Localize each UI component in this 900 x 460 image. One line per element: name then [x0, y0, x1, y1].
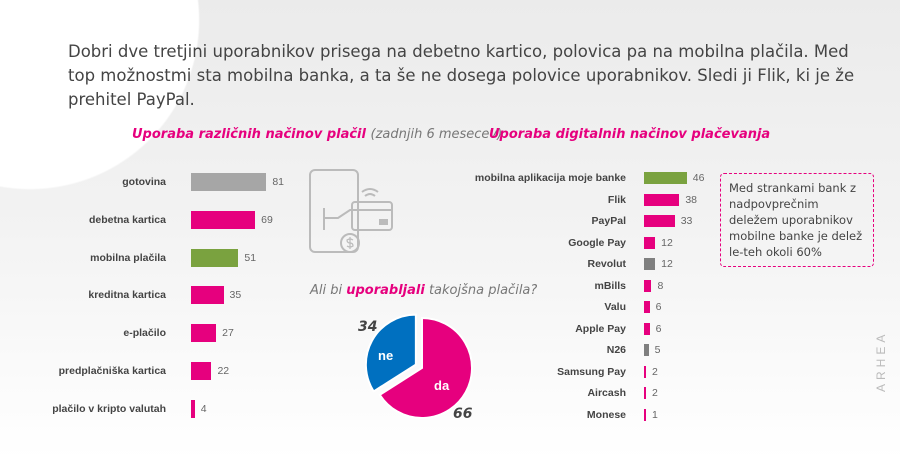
- category-label: e-plačilo: [123, 327, 166, 340]
- pie-chart: [364, 313, 473, 419]
- pie-slice-label-ne: ne: [378, 348, 394, 363]
- pie-title-highlight: uporabljali: [346, 283, 425, 298]
- bar: [644, 408, 646, 421]
- left-chart-title: Uporaba različnih načinov plačil (zadnji…: [132, 127, 502, 142]
- category-label: mBills: [594, 279, 626, 292]
- value-label: 38: [685, 193, 698, 206]
- category-label: debetna kartica: [88, 213, 166, 226]
- value-label: 4: [200, 402, 207, 415]
- note-box: Med strankami bank z nadpovprečnim delež…: [720, 173, 874, 267]
- value-label: 33: [680, 215, 693, 227]
- bar: [191, 399, 195, 418]
- category-label: Apple Pay: [575, 322, 626, 335]
- category-label: N26: [606, 344, 626, 356]
- headline: Dobri dve tretjini uporabnikov prisega n…: [68, 42, 855, 109]
- left-chart-title-main: Uporaba različnih načinov plačil: [132, 127, 366, 142]
- left-chart-subtitle: (zadnjih 6 mesecev): [370, 127, 503, 142]
- bar: [644, 344, 649, 356]
- category-label: PayPal: [591, 215, 626, 227]
- pie-slice-label-da: da: [434, 378, 450, 393]
- mobile-payment-icon: [309, 169, 393, 253]
- bar: [644, 172, 687, 184]
- value-label: 81: [272, 176, 285, 188]
- category-label: kreditna kartica: [88, 289, 166, 302]
- bar: [644, 279, 652, 292]
- value-label: 12: [661, 258, 673, 270]
- arhea-logo: ARHEA: [874, 330, 888, 392]
- category-label: Samsung Pay: [557, 365, 626, 378]
- value-label: 46: [692, 172, 705, 184]
- category-label: mobilna plačila: [90, 251, 166, 264]
- value-label: 12: [661, 236, 673, 249]
- category-label: Aircash: [587, 387, 626, 399]
- bar: [191, 286, 224, 305]
- value-label: 69: [261, 213, 273, 226]
- category-label: plačilo v kripto valutah: [52, 402, 166, 415]
- bar: [644, 365, 646, 378]
- value-label: 27: [222, 327, 234, 340]
- category-label: mobilna aplikacija moje banke: [474, 172, 626, 184]
- value-label: 5: [654, 344, 661, 356]
- category-label: Valu: [604, 301, 626, 313]
- bar: [644, 236, 656, 249]
- category-label: gotovina: [122, 176, 166, 188]
- category-label: Google Pay: [568, 236, 626, 249]
- category-label: Monese: [586, 408, 626, 421]
- pie-title-part: takojšna plačila?: [424, 283, 538, 298]
- value-label: 2: [652, 387, 658, 399]
- bar: [191, 210, 256, 229]
- value-label: 35: [229, 289, 242, 302]
- bar: [191, 324, 217, 343]
- value-label: 51: [244, 251, 257, 264]
- pie-label-da-value: 66: [453, 406, 473, 422]
- value-label: 22: [217, 365, 230, 377]
- bar: [644, 322, 650, 335]
- decorative-circle: [0, 0, 210, 195]
- pie-title: Ali bi uporabljali takojšna plačila?: [310, 283, 537, 298]
- value-label: 6: [655, 322, 662, 335]
- category-label: Revolut: [587, 258, 626, 270]
- bar: [191, 362, 212, 380]
- category-label: predplačniška kartica: [58, 365, 166, 377]
- bar: [644, 193, 680, 206]
- pie-title-part: Ali bi: [310, 283, 347, 298]
- bar: [644, 301, 650, 313]
- bar: [191, 173, 267, 191]
- bar: [644, 215, 675, 227]
- pie-label-ne-value: 34: [358, 319, 378, 335]
- value-label: 1: [652, 408, 658, 421]
- pie-slice-ne: [364, 313, 417, 393]
- value-label: 6: [655, 301, 662, 313]
- value-label: 2: [652, 365, 658, 378]
- bar: [191, 248, 239, 267]
- value-label: 8: [657, 279, 664, 292]
- bar: [644, 387, 646, 399]
- pie-slice-da: [378, 316, 473, 419]
- bar: [644, 258, 656, 270]
- right-chart-title: Uporaba digitalnih načinov plačevanja: [489, 127, 771, 142]
- category-label: Flik: [607, 193, 626, 206]
